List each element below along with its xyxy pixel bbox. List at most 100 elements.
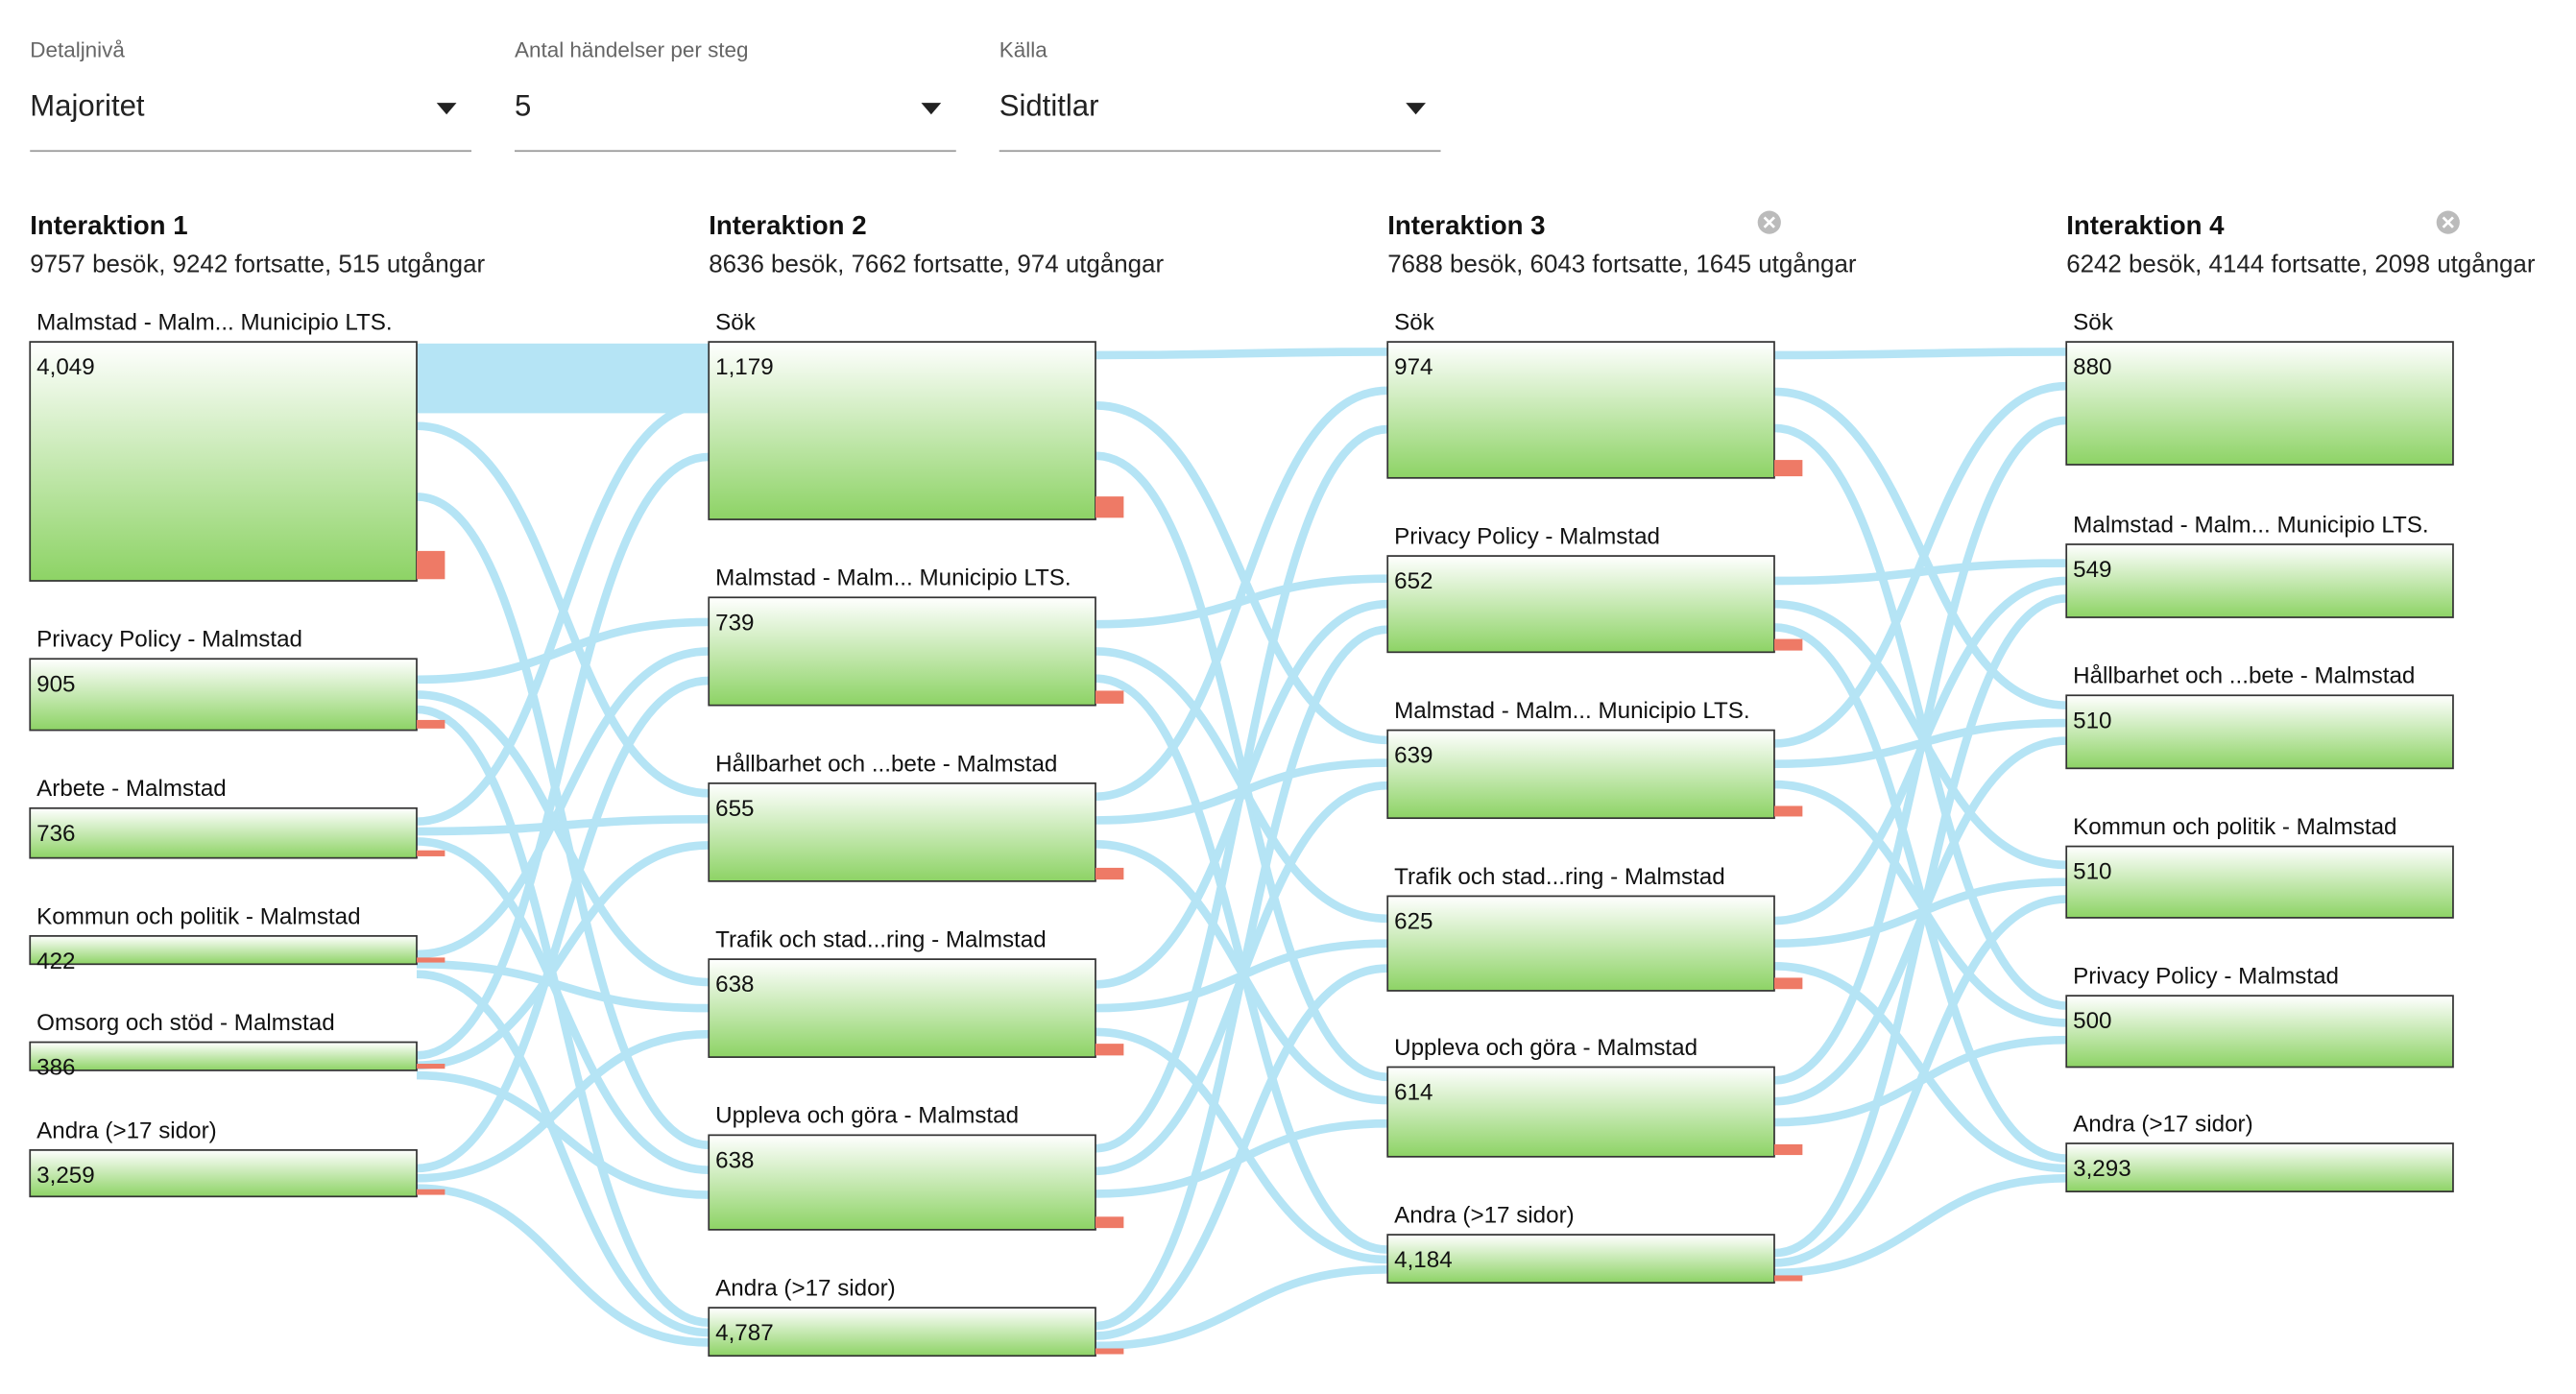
node-label: Andra (>17 sidor)	[36, 1118, 217, 1143]
flow-node[interactable]: Malmstad - Malm... Municipio LTS. 639	[1386, 698, 1803, 820]
flow-content: Detaljnivå Majoritet Antal händelser per s…	[29, 38, 2536, 1358]
node-box	[2065, 341, 2454, 466]
flow-link	[416, 1070, 710, 1199]
flow-link	[416, 837, 710, 1174]
exit-bar	[1773, 638, 1803, 651]
node-box	[2065, 543, 2454, 618]
remove-step-button[interactable]	[2436, 210, 2460, 234]
exit-bar	[417, 957, 445, 963]
flow-node[interactable]: Andra (>17 sidor) 4,787	[708, 1275, 1124, 1358]
node-value: 510	[2073, 708, 2111, 733]
flow-link	[1773, 623, 2067, 1163]
node-label: Andra (>17 sidor)	[2073, 1111, 2253, 1137]
node-value: 549	[2073, 557, 2111, 583]
flow-node[interactable]: Malmstad - Malm... Municipio LTS. 549	[2065, 512, 2454, 618]
node-box	[29, 935, 418, 966]
column-title: Interaktion 2	[709, 210, 866, 240]
dropdown[interactable]: Antal händelser per steg 5	[514, 38, 956, 153]
node-label: Andra (>17 sidor)	[1394, 1202, 1575, 1228]
flow-node[interactable]: Uppleva och göra - Malmstad 614	[1386, 1035, 1803, 1158]
node-box	[29, 1149, 418, 1198]
flow-node[interactable]: Sök 974	[1386, 309, 1803, 479]
remove-step-button[interactable]	[1757, 210, 1781, 234]
node-label: Privacy Policy - Malmstad	[36, 627, 302, 653]
node-box	[708, 782, 1096, 882]
node-value: 4,049	[36, 354, 95, 380]
flow-node[interactable]: Trafik och stad...ring - Malmstad 638	[708, 926, 1124, 1058]
flow-link	[1773, 348, 2067, 360]
flow-node[interactable]: Privacy Policy - Malmstad 652	[1386, 523, 1803, 654]
exit-bar	[1095, 1348, 1124, 1355]
flow-node[interactable]: Privacy Policy - Malmstad 905	[29, 627, 445, 732]
flow-node[interactable]: Sök 1,179	[708, 309, 1124, 520]
node-label: Privacy Policy - Malmstad	[1394, 523, 1660, 549]
node-label: Uppleva och göra - Malmstad	[715, 1103, 1019, 1129]
node-label: Malmstad - Malm... Municipio LTS.	[2073, 512, 2429, 538]
dropdown[interactable]: Detaljnivå Majoritet	[30, 38, 472, 153]
flow-node[interactable]: Malmstad - Malm... Municipio LTS. 4,049	[29, 309, 445, 582]
node-label: Trafik och stad...ring - Malmstad	[1394, 864, 1725, 890]
flow-node[interactable]: Privacy Policy - Malmstad 500	[2065, 964, 2454, 1069]
flow-link	[416, 705, 710, 1327]
node-label: Malmstad - Malm... Municipio LTS.	[1394, 698, 1750, 724]
node-value: 4,184	[1394, 1247, 1453, 1273]
flow-node[interactable]: Omsorg och stöd - Malmstad 386	[29, 1010, 445, 1081]
close-icon-x	[2442, 216, 2454, 228]
exit-bar	[1773, 1275, 1803, 1282]
node-value: 422	[36, 949, 75, 974]
node-box	[2065, 694, 2454, 770]
node-box	[29, 806, 418, 859]
flow-links	[416, 343, 2067, 1351]
node-value: 652	[1394, 568, 1432, 594]
node-label: Kommun och politik - Malmstad	[36, 903, 360, 929]
node-box	[708, 958, 1096, 1058]
flow-link	[1773, 387, 2067, 709]
flow-link	[416, 1029, 710, 1183]
flow-node[interactable]: Hållbarhet och ...bete - Malmstad 655	[708, 751, 1124, 882]
node-value: 880	[2073, 354, 2111, 380]
dropdown-arrow	[1406, 103, 1426, 115]
flow-link	[1773, 416, 2067, 1085]
flow-node[interactable]: Kommun och politik - Malmstad 422	[29, 903, 445, 974]
flow-node[interactable]: Hållbarhet och ...bete - Malmstad 510	[2065, 663, 2454, 770]
node-box	[708, 1134, 1096, 1231]
flow-node[interactable]: Andra (>17 sidor) 3,259	[29, 1118, 445, 1198]
node-box	[1386, 1234, 1775, 1285]
exit-bar	[1773, 805, 1803, 817]
flow-node[interactable]: Kommun och politik - Malmstad 510	[2065, 814, 2454, 919]
column-summary: 6242 besök, 4144 fortsatte, 2098 utgånga…	[2066, 251, 2536, 277]
node-box	[29, 1041, 418, 1071]
node-value: 500	[2073, 1008, 2111, 1034]
close-icon-x	[1763, 216, 1775, 228]
flow-link	[1095, 964, 1388, 1340]
flow-link	[416, 617, 710, 685]
node-value: 655	[715, 796, 754, 822]
node-label: Sök	[1394, 309, 1435, 335]
node-label: Malmstad - Malm... Municipio LTS.	[36, 309, 393, 335]
flow-link	[1773, 381, 2067, 748]
node-value: 638	[715, 972, 754, 997]
dropdown[interactable]: Källa Sidtitlar	[999, 38, 1441, 153]
node-box	[1386, 729, 1775, 820]
node-label: Sök	[715, 309, 757, 335]
flow-node[interactable]: Uppleva och göra - Malmstad 638	[708, 1103, 1124, 1231]
exit-bar	[1095, 1044, 1124, 1056]
node-box	[708, 1307, 1096, 1358]
node-label: Sök	[2073, 309, 2114, 335]
flow-node[interactable]: Andra (>17 sidor) 3,293	[2065, 1111, 2454, 1192]
dropdown-arrow	[436, 103, 457, 115]
node-box	[708, 596, 1096, 707]
node-label: Kommun och politik - Malmstad	[2073, 814, 2396, 840]
flow-node[interactable]: Trafik och stad...ring - Malmstad 625	[1386, 864, 1803, 992]
flow-node[interactable]: Andra (>17 sidor) 4,184	[1386, 1202, 1803, 1285]
node-value: 639	[1394, 743, 1432, 769]
dropdown-label: Detaljnivå	[30, 38, 125, 62]
node-box	[1386, 555, 1775, 654]
flow-node[interactable]: Malmstad - Malm... Municipio LTS. 739	[708, 565, 1124, 707]
node-label: Hållbarhet och ...bete - Malmstad	[715, 751, 1057, 777]
flow-link	[416, 676, 710, 1173]
flow-link	[1773, 780, 2067, 1027]
flow-node[interactable]: Arbete - Malmstad 736	[29, 776, 445, 859]
flow-node[interactable]: Sök 880	[2065, 309, 2454, 466]
